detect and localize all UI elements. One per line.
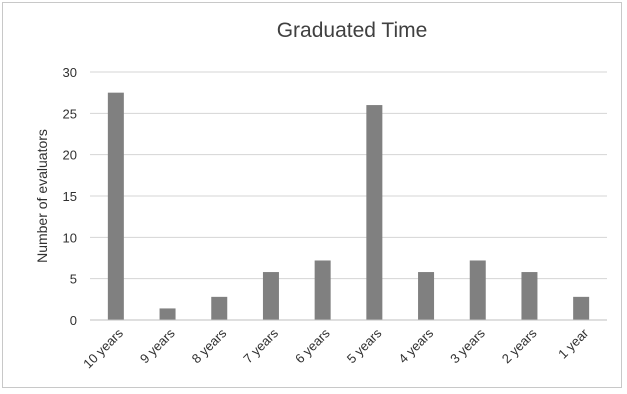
y-tick-label: 5 [70,272,77,287]
y-tick-label: 10 [63,230,77,245]
x-tick-label: 6 years [292,325,333,366]
bar-1-year [573,296,590,320]
x-tick-label: 7 years [240,325,281,366]
y-tick-label: 15 [63,189,77,204]
y-tick-label: 25 [63,106,77,121]
y-axis-label: Number of evaluators [34,129,50,263]
x-tick-label: 2 years [499,325,540,366]
x-tick-label: 8 years [189,325,230,366]
x-tick-label: 5 years [344,325,385,366]
bar-4-years [418,272,435,320]
bar-8-years [211,296,228,320]
bar-6-years [314,260,331,320]
bar-2-years [521,272,538,320]
bar-10-years [107,92,124,321]
x-tick-label: 10 years [80,325,126,371]
gridlines [90,71,607,280]
bar-7-years [262,272,279,320]
bars [107,92,590,321]
bar-9-years [159,308,176,320]
y-tick-label: 0 [70,313,77,328]
x-tick-label: 3 years [447,325,488,366]
y-tick-labels: 0 5 10 15 20 25 30 [63,65,77,328]
y-tick-label: 20 [63,148,77,163]
x-tick-label: 9 years [137,325,178,366]
chart-title: Graduated Time [277,19,428,42]
chart-frame [2,2,622,388]
x-tick-label: 1 year [555,325,592,362]
bar-5-years [366,105,383,320]
x-tick-label: 4 years [395,325,436,366]
y-tick-label: 30 [63,65,77,80]
bar-3-years [469,260,486,320]
x-tick-labels: 10 years 9 years 8 years 7 years 6 years 5 ye… [80,325,592,371]
